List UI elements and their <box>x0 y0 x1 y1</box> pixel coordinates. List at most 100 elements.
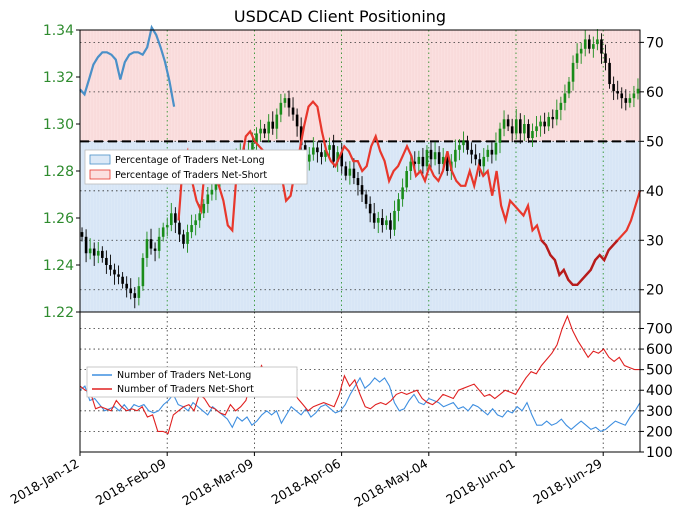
candle-body <box>583 39 587 49</box>
candle-body <box>385 220 388 226</box>
candle-body <box>462 140 465 146</box>
candle-body <box>401 187 404 200</box>
date-tick-label: 2018-Feb-09 <box>93 456 169 508</box>
candle-body <box>283 98 287 103</box>
candle-body <box>328 145 331 150</box>
candle-body <box>372 213 376 223</box>
candle-body <box>381 218 384 226</box>
candle-body <box>433 152 437 160</box>
count-tick-label: 200 <box>646 424 673 440</box>
candle-body <box>348 168 352 176</box>
candle-body <box>194 220 197 226</box>
bottom-legend-box <box>86 366 298 398</box>
chart-title: USDCAD Client Positioning <box>234 7 446 26</box>
candle-body <box>174 213 177 223</box>
candle-body <box>299 126 303 146</box>
candle-body <box>482 156 486 167</box>
candle-body <box>96 250 100 256</box>
candle-body <box>498 128 502 143</box>
legend-label-net-short: Percentage of Traders Net-Short <box>115 170 267 181</box>
date-tick-label: 2018-Jun-29 <box>531 456 605 507</box>
candle-body <box>405 171 408 188</box>
legend-swatch-net-long <box>89 154 111 165</box>
date-tick-label: 2018-Jun-01 <box>443 456 517 507</box>
candle-body <box>592 44 595 49</box>
candle-body <box>596 39 599 45</box>
date-tick-label: 2018-Mar-09 <box>180 456 256 509</box>
candle-body <box>125 283 128 289</box>
candle-body <box>198 213 202 221</box>
candle-body <box>531 131 534 139</box>
candle-body <box>178 222 181 235</box>
candle-body <box>206 194 210 204</box>
candle-body <box>275 114 279 129</box>
price-tick-label: 1.30 <box>43 117 74 133</box>
candle-body <box>555 109 559 120</box>
candle-body <box>84 236 88 254</box>
candle-body <box>559 102 563 110</box>
candle-body <box>437 152 441 164</box>
candle-body <box>141 257 145 287</box>
price-tick-label: 1.22 <box>43 305 74 321</box>
candle-body <box>490 149 494 155</box>
candle-body <box>145 239 149 258</box>
candle-body <box>133 293 137 298</box>
candle-body <box>356 178 360 186</box>
price-tick-label: 1.28 <box>43 164 74 180</box>
candle-body <box>352 168 356 179</box>
candle-body <box>547 116 550 127</box>
candle-body <box>567 81 571 94</box>
price-tick-label: 1.34 <box>43 23 74 39</box>
candle-body <box>267 121 270 134</box>
candle-body <box>190 225 193 233</box>
candle-body <box>295 114 299 127</box>
net-short-low-segment <box>540 239 619 286</box>
legend-label-num-short: Number of Traders Net-Short <box>117 384 254 395</box>
candle-body <box>587 39 591 49</box>
candle-body <box>259 128 262 134</box>
candle-body <box>518 119 522 134</box>
candle-body <box>628 98 632 103</box>
candle-body <box>324 149 327 157</box>
candle-body <box>429 149 433 160</box>
date-tick-label: 2018-May-04 <box>351 456 430 510</box>
candle-body <box>608 62 611 85</box>
candle-body <box>364 194 368 204</box>
candle-body <box>291 107 295 115</box>
candle-body <box>466 140 469 150</box>
candle-body <box>604 53 607 63</box>
net-long-pct-line <box>79 24 176 107</box>
candle-body <box>101 250 104 258</box>
candle-body <box>600 39 603 54</box>
candle-body <box>117 274 120 277</box>
candle-body <box>316 147 319 153</box>
pct-tick-label: 70 <box>646 35 664 51</box>
candle-body <box>121 276 124 284</box>
date-axis: 2018-Jan-12 2018-Feb-09 2018-Mar-09 2018-Ap… <box>8 452 605 510</box>
date-tick-label: 2018-Apr-06 <box>269 456 343 508</box>
candle-body <box>336 152 339 162</box>
bottom-legend: Number of Traders Net-Long Number of Tra… <box>86 366 298 398</box>
candle-body <box>287 98 291 108</box>
candle-body <box>502 119 506 129</box>
count-tick-label: 700 <box>646 321 673 337</box>
candle-body <box>474 154 477 160</box>
pct-tick-label: 40 <box>646 184 664 200</box>
candle-body <box>153 248 157 251</box>
count-tick-label: 100 <box>646 445 673 461</box>
trader-count-axis: 100 200 300 400 500 600 700 <box>640 321 673 461</box>
candle-body <box>340 152 344 167</box>
candle-body <box>186 232 189 244</box>
candle-body <box>129 288 133 294</box>
candle-body <box>157 236 161 251</box>
candle-body <box>210 189 214 195</box>
candle-body <box>251 142 254 150</box>
date-tick-label: 2018-Jan-12 <box>8 456 82 507</box>
candle-body <box>271 121 275 129</box>
candle-body <box>620 93 624 99</box>
candle-body <box>165 225 169 228</box>
pct-tick-label: 50 <box>646 134 664 150</box>
count-tick-label: 300 <box>646 404 673 420</box>
count-tick-label: 400 <box>646 383 673 399</box>
candle-body <box>389 220 392 230</box>
